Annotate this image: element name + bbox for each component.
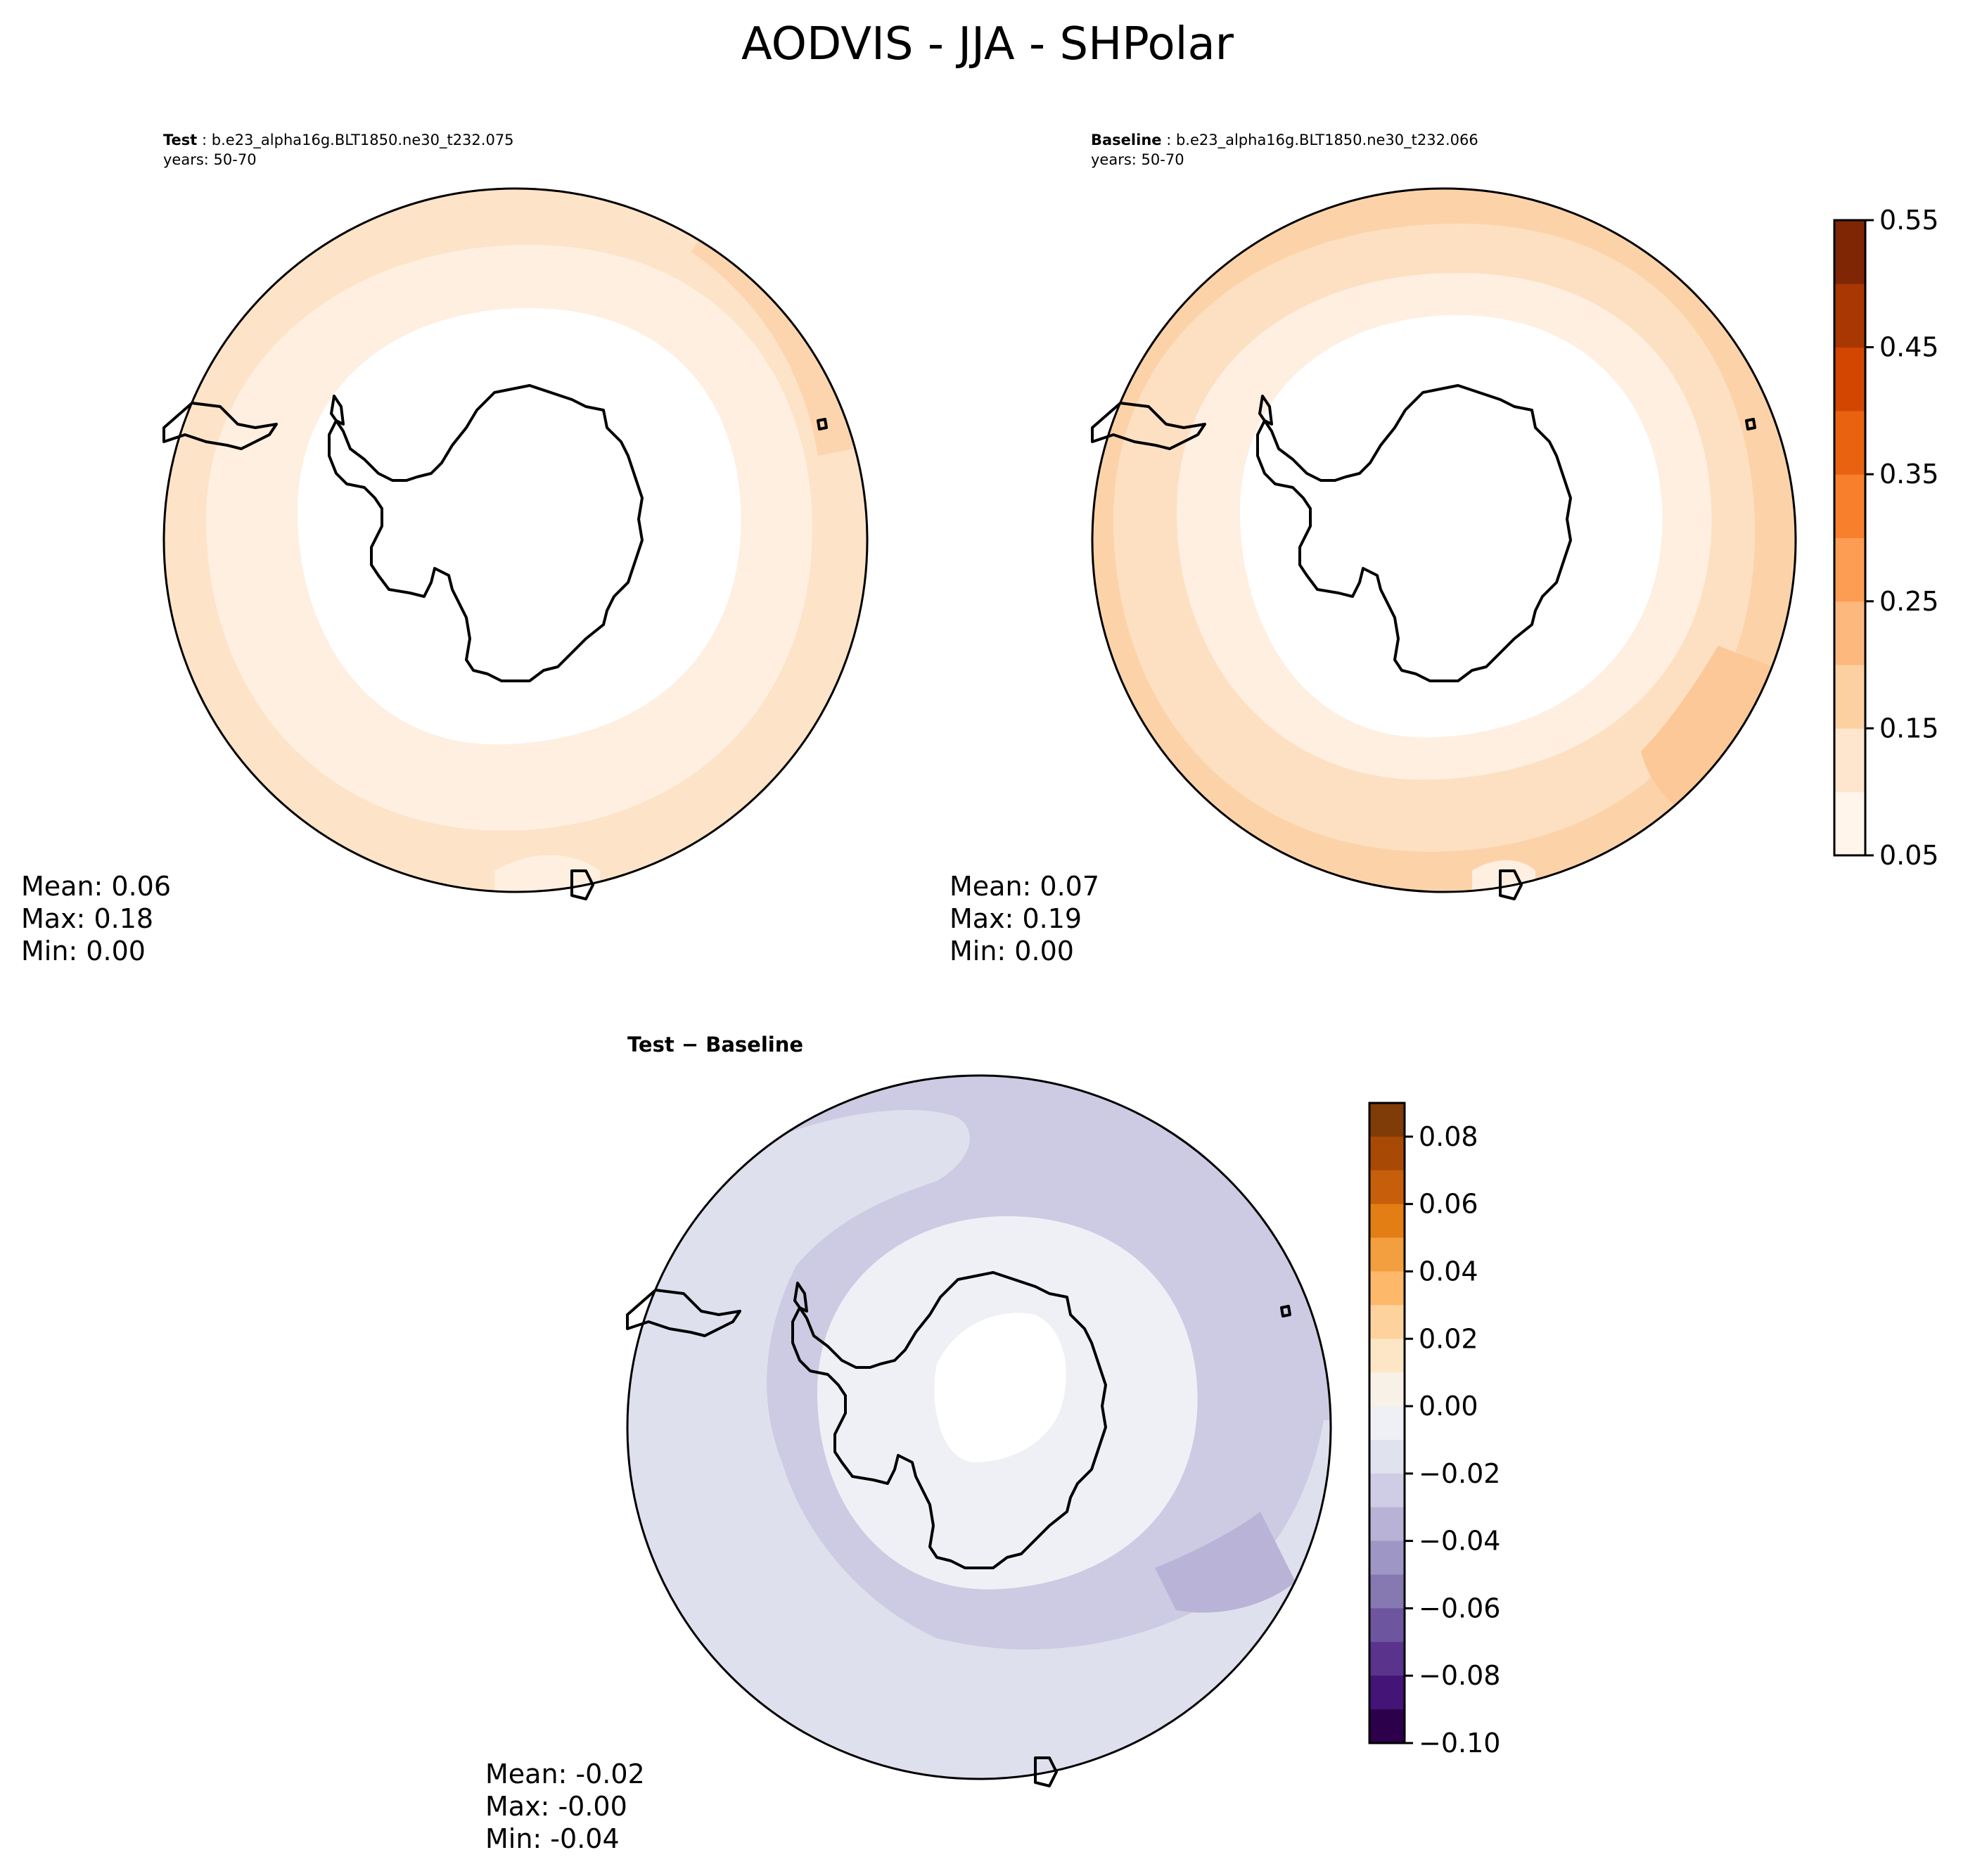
colorbar-diff-level-3 [1369,1204,1405,1239]
colorbar-diff-level-6 [1369,1305,1405,1339]
map-baseline-band-inner [1240,315,1663,738]
panel-test-mean: Mean: 0.06 [21,871,171,902]
colorbar-main-level-2 [1834,665,1865,729]
colorbar-diff-level-18 [1369,1709,1405,1744]
panel-test-case-label: Test : b.e23_alpha16g.BLT1850.ne30_t232.… [163,132,514,149]
colorbar-main-level-7 [1834,347,1865,411]
panel-baseline-mean: Mean: 0.07 [950,871,1099,902]
map-test-band-inner [298,308,741,745]
map-diff-boundary [626,1074,1332,1780]
map-baseline-boundary [1091,187,1797,893]
colorbar-diff-level-13 [1369,1540,1405,1576]
colorbar-diff-level-11 [1369,1473,1405,1508]
panel-baseline: Baseline : b.e23_alpha16g.BLT1850.ne30_t… [950,132,1797,966]
map-test-band-east [691,217,853,456]
panel-diff-max: Max: -0.00 [485,1791,627,1822]
colorbar-diff-tick-label: 0.02 [1419,1323,1478,1354]
panel-test-separator: : [197,132,211,148]
colorbar-diff-tick-label: 0.06 [1419,1189,1478,1220]
panel-baseline-min: Min: 0.00 [950,936,1074,966]
colorbar-diff-level-2 [1369,1170,1405,1205]
panel-diff-title: Test − Baseline [627,1033,803,1057]
colorbar-diff-level-9 [1369,1406,1405,1441]
panel-baseline-years: years: 50-70 [1091,151,1184,168]
map-test-boundary [162,187,869,893]
colorbar-diff-level-1 [1369,1136,1405,1171]
colorbar-diff-level-0 [1369,1103,1405,1137]
panel-baseline-separator: : [1162,132,1176,148]
colorbar-diff-level-16 [1369,1642,1405,1676]
colorbar-diff-tick-label: 0.08 [1419,1121,1478,1152]
colorbar-diff-level-7 [1369,1339,1405,1373]
colorbar-main: 0.05 0.15 0.25 0.35 0.45 0.55 [1833,205,1939,871]
map-baseline [1091,187,1797,900]
panel-baseline-label: Baseline [1091,132,1162,148]
colorbar-main-tick-label: 0.35 [1879,459,1939,490]
map-diff-band-east [1155,1512,1296,1613]
colorbar-main-level-3 [1834,601,1865,665]
colorbar-diff-level-17 [1369,1676,1405,1710]
colorbar-main-level-4 [1834,537,1865,602]
panel-diff: Test − Baseline Mean: -0.02 Max: -0.00 M… [485,1033,1332,1854]
colorbar-diff-level-15 [1369,1608,1405,1642]
panel-diff-mean: Mean: -0.02 [485,1759,645,1789]
panel-baseline-case: b.e23_alpha16g.BLT1850.ne30_t232.066 [1176,132,1478,149]
colorbar-main-level-8 [1834,283,1865,348]
colorbar-main-level-9 [1834,220,1865,284]
colorbar-diff-tick-label: −0.10 [1419,1728,1500,1759]
colorbar-diff-tick-label: −0.04 [1419,1526,1500,1557]
colorbar-main-tick-label: 0.05 [1879,840,1939,871]
map-baseline-band-south [1472,860,1535,892]
colorbar-diff-tick-label: −0.06 [1419,1593,1500,1623]
colorbar-diff-level-12 [1369,1507,1405,1542]
colorbar-diff-level-10 [1369,1439,1405,1474]
colorbar-main-level-1 [1834,728,1865,793]
colorbar-main-tick-label: 0.55 [1879,205,1939,236]
panel-diff-min: Min: -0.04 [485,1823,620,1854]
colorbar-main-level-6 [1834,410,1865,475]
map-diff [626,1074,1332,1787]
colorbar-diff-tick-label: 0.00 [1419,1391,1478,1422]
figure-title: AODVIS - JJA - SHPolar [741,18,1234,70]
map-test [162,187,869,900]
colorbar-diff-tick-label: −0.08 [1419,1660,1500,1691]
panel-test-case: b.e23_alpha16g.BLT1850.ne30_t232.075 [212,132,514,149]
colorbar-main-tick-label: 0.45 [1879,332,1939,363]
panel-test-label: Test [163,132,197,148]
panel-test-min: Min: 0.00 [21,936,146,966]
colorbar-diff: 0.08 0.06 0.04 0.02 0.00 −0.02 −0.04 −0.06 −0.08… [1368,1102,1500,1759]
map-diff-band-mid [627,1110,1331,1779]
panel-test-max: Max: 0.18 [21,903,153,934]
map-diff-band-inner [934,1313,1066,1462]
colorbar-diff-tick-label: −0.02 [1419,1458,1500,1489]
colorbar-diff-level-8 [1369,1372,1405,1407]
map-test-band-south [494,855,600,892]
colorbar-main-tick-label: 0.25 [1879,586,1939,617]
colorbar-diff-frame [1368,1102,1406,1744]
colorbar-diff-level-4 [1369,1237,1405,1272]
colorbar-diff-level-5 [1369,1271,1405,1306]
colorbar-main-frame [1833,219,1867,857]
panel-test-years: years: 50-70 [163,151,257,168]
colorbar-main-tick-label: 0.15 [1879,713,1939,744]
panel-test: Test : b.e23_alpha16g.BLT1850.ne30_t232.… [21,132,869,966]
colorbar-main-level-0 [1834,791,1865,856]
panel-baseline-max: Max: 0.19 [950,903,1082,934]
colorbar-diff-level-14 [1369,1574,1405,1609]
colorbar-diff-tick-label: 0.04 [1419,1256,1478,1287]
colorbar-main-level-5 [1834,474,1865,538]
panel-baseline-case-label: Baseline : b.e23_alpha16g.BLT1850.ne30_t… [1091,132,1478,149]
